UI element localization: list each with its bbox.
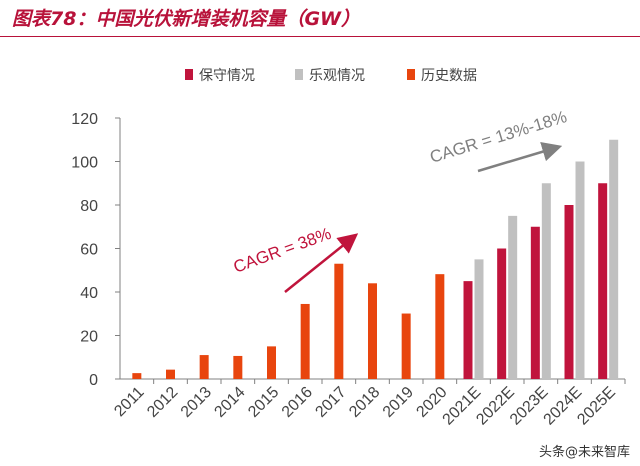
bar [575, 161, 585, 379]
x-tick-label: 2014 [211, 384, 248, 421]
bar [564, 205, 574, 379]
watermark: 头条@未来智库 [538, 445, 630, 460]
y-tick-label: 80 [80, 198, 98, 215]
y-tick-label: 100 [71, 155, 98, 172]
bar [401, 313, 411, 379]
bar [609, 139, 619, 379]
bars [132, 139, 619, 379]
bar [166, 369, 175, 379]
y-tick-label: 20 [80, 329, 98, 346]
title-divider [0, 36, 640, 37]
cagr-arrow-historic [284, 233, 359, 293]
annotations: CAGR = 38% CAGR = 13%-18% [231, 107, 570, 293]
x-tick-label: 2025E [574, 384, 619, 429]
x-tick-label: 2016 [279, 384, 316, 421]
legend-swatch [407, 69, 415, 80]
y-tick-label: 120 [71, 111, 98, 128]
legend-label: 历史数据 [421, 68, 477, 84]
cagr-label-forecast: CAGR = 13%-18% [428, 107, 570, 167]
bar [497, 248, 507, 379]
bar [132, 373, 142, 379]
bar [463, 281, 473, 379]
cagr-arrow-forecast [477, 141, 563, 173]
cagr-label-historic: CAGR = 38% [231, 224, 334, 277]
bar [267, 346, 276, 379]
x-tick-label: 2019 [380, 384, 417, 421]
bar [435, 274, 445, 379]
bar [300, 303, 310, 379]
y-tick-label: 40 [80, 285, 98, 302]
bar [334, 263, 344, 379]
bar [598, 183, 608, 379]
bar [508, 215, 518, 379]
x-tick-label: 2011 [111, 384, 147, 420]
bar [233, 355, 243, 379]
bar [199, 355, 209, 379]
bar [368, 283, 377, 379]
figure-title: 图表78：中国光伏新增装机容量（GW） [12, 8, 360, 30]
legend-label: 保守情况 [199, 68, 255, 84]
bar [530, 226, 540, 379]
x-tick-label: 2018 [346, 384, 383, 421]
legend-swatch [295, 69, 303, 80]
y-tick-label: 60 [80, 242, 98, 259]
x-tick-label: 2013 [178, 384, 215, 421]
legend-swatch [185, 69, 193, 80]
bar [474, 259, 484, 379]
y-tick-label: 0 [89, 372, 98, 389]
bar [541, 183, 551, 379]
x-tick-label: 2015 [245, 384, 282, 421]
legend-label: 乐观情况 [309, 68, 365, 84]
legend: 保守情况 乐观情况 历史数据 [185, 68, 477, 84]
x-tick-label: 2012 [144, 384, 181, 421]
x-tick-label: 2017 [312, 384, 349, 421]
